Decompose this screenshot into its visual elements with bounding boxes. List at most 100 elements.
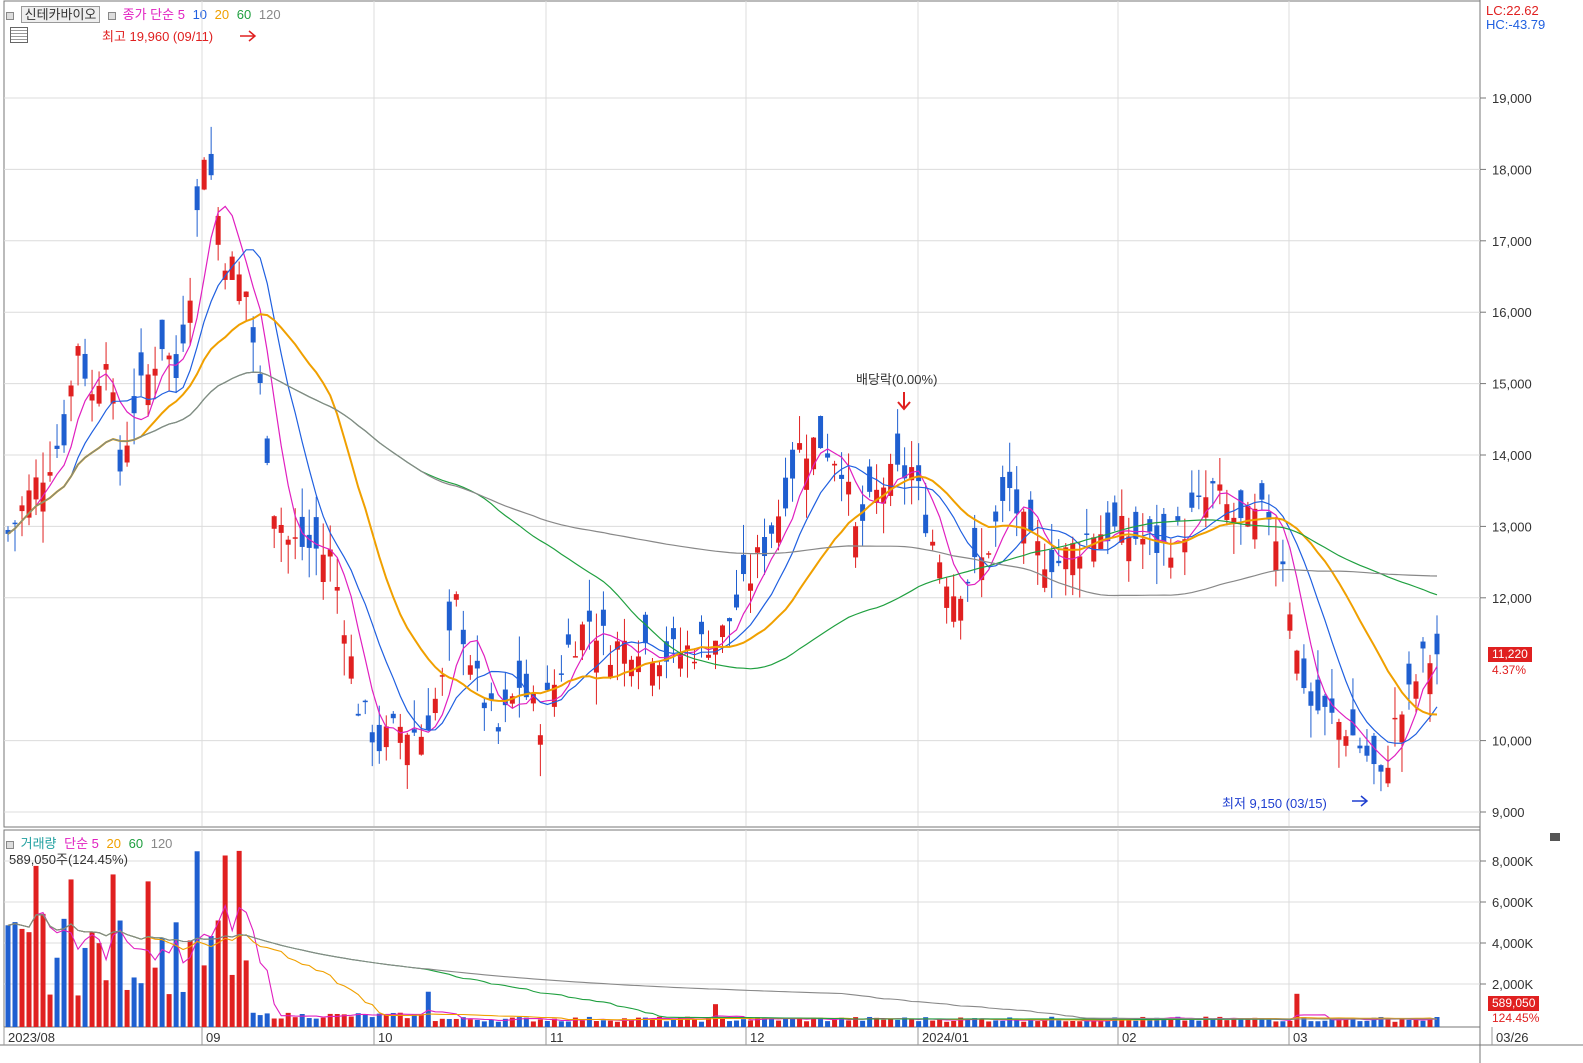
candle-body: [1203, 497, 1209, 518]
candle-body: [979, 557, 985, 581]
volume-ma-120[interactable]: 120: [150, 836, 173, 851]
volume-bar: [1098, 1021, 1104, 1027]
candle-body: [152, 368, 158, 376]
volume-bar: [797, 1018, 803, 1027]
volume-bar: [264, 1013, 270, 1027]
volume-bar: [621, 1018, 627, 1027]
candle-body: [1357, 745, 1363, 749]
volume-bar: [418, 1014, 424, 1027]
candle-body: [951, 596, 957, 622]
candle-body: [1161, 513, 1167, 542]
candle-body: [635, 656, 641, 673]
candle-body: [47, 472, 53, 476]
volume-bar: [1301, 1017, 1307, 1027]
candle-body: [523, 673, 529, 698]
legend-square-icon: [6, 840, 14, 849]
stock-name-button[interactable]: 신테카바이오: [20, 6, 101, 23]
volume-bar: [853, 1017, 859, 1027]
candle-body: [313, 517, 319, 549]
ma-period-60[interactable]: 60: [236, 7, 252, 22]
candle-body: [1182, 539, 1188, 553]
candle-body: [208, 153, 214, 176]
candle-body: [1189, 492, 1195, 508]
candle-body: [110, 392, 116, 404]
volume-bar: [1042, 1019, 1048, 1027]
candle-body: [579, 624, 585, 651]
candle-body: [888, 463, 894, 496]
volume-tick-label: 2,000K: [1492, 977, 1534, 992]
candle-body: [54, 445, 60, 449]
ma-line-60: [7, 371, 1438, 670]
candle-body: [944, 586, 950, 608]
candle-body: [769, 525, 775, 534]
volume-bar: [173, 922, 179, 1027]
hc-label: HC:-43.79: [1486, 17, 1546, 32]
volume-bar: [523, 1017, 529, 1027]
volume-bar: [762, 1018, 768, 1027]
candle-body: [755, 547, 761, 553]
volume-bar: [54, 957, 60, 1027]
volume-bar: [818, 1017, 824, 1027]
ma-type-label[interactable]: 종가 단순: [122, 7, 175, 22]
date-label: 2023/08: [8, 1030, 55, 1045]
volume-bar: [1224, 1020, 1230, 1027]
candle-body: [1308, 691, 1314, 706]
volume-bar: [1357, 1021, 1363, 1027]
ma-period-20[interactable]: 20: [214, 7, 230, 22]
volume-ma-line-120: [7, 914, 1438, 1020]
volume-bar: [40, 913, 46, 1027]
candle-body: [986, 553, 992, 555]
candle-body: [1252, 508, 1258, 540]
volume-bar: [124, 989, 130, 1027]
volume-bar: [1329, 1017, 1335, 1027]
volume-bar: [313, 1018, 319, 1027]
candle-body: [1056, 560, 1062, 564]
volume-bar: [1217, 1016, 1223, 1027]
volume-bar: [958, 1017, 964, 1027]
candle-body: [5, 529, 11, 534]
volume-bar: [1119, 1019, 1125, 1027]
volume-bar: [1231, 1018, 1237, 1027]
volume-bar: [930, 1020, 936, 1027]
candle-body: [159, 319, 165, 350]
volume-bar: [551, 1018, 557, 1027]
volume-bar: [1091, 1020, 1097, 1027]
volume-bar: [1280, 1021, 1286, 1027]
collapse-pane-icon[interactable]: [1550, 833, 1560, 841]
volume-bar: [825, 1021, 831, 1027]
grid-table-icon[interactable]: [10, 27, 28, 43]
volume-ma-line-5: [7, 904, 1438, 1022]
volume-bar: [1434, 1017, 1440, 1027]
ma-period-120[interactable]: 120: [258, 7, 281, 22]
volume-bar: [1084, 1020, 1090, 1027]
volume-bar: [1336, 1018, 1342, 1027]
candle-body: [138, 352, 144, 376]
candle-body: [229, 256, 235, 280]
candle-body: [698, 621, 704, 635]
volume-bar: [1252, 1017, 1258, 1027]
volume-tick-label: 6,000K: [1492, 895, 1534, 910]
candle-body: [1266, 511, 1272, 520]
volume-ma-20[interactable]: 20: [106, 836, 121, 851]
volume-ma-label[interactable]: 단순 5: [64, 836, 99, 851]
volume-bar: [341, 1014, 347, 1027]
candle-body: [776, 516, 782, 543]
volume-ma-60[interactable]: 60: [128, 836, 144, 851]
volume-label[interactable]: 거래량: [20, 836, 57, 851]
candle-body: [656, 665, 662, 677]
candle-body: [741, 554, 747, 575]
ma-period-5[interactable]: 5: [177, 7, 185, 22]
candle-body: [1245, 505, 1251, 527]
price-tick-label: 16,000: [1492, 305, 1532, 320]
candle-body: [1287, 614, 1293, 631]
candle-body: [1147, 519, 1153, 532]
volume-bar: [89, 931, 95, 1027]
candle-body: [1007, 471, 1013, 489]
candle-body: [75, 346, 81, 356]
ma-period-10[interactable]: 10: [192, 7, 208, 22]
volume-bar: [383, 1014, 389, 1027]
volume-bar: [1420, 1020, 1426, 1027]
candle-body: [1196, 495, 1202, 497]
candle-body: [565, 634, 571, 645]
